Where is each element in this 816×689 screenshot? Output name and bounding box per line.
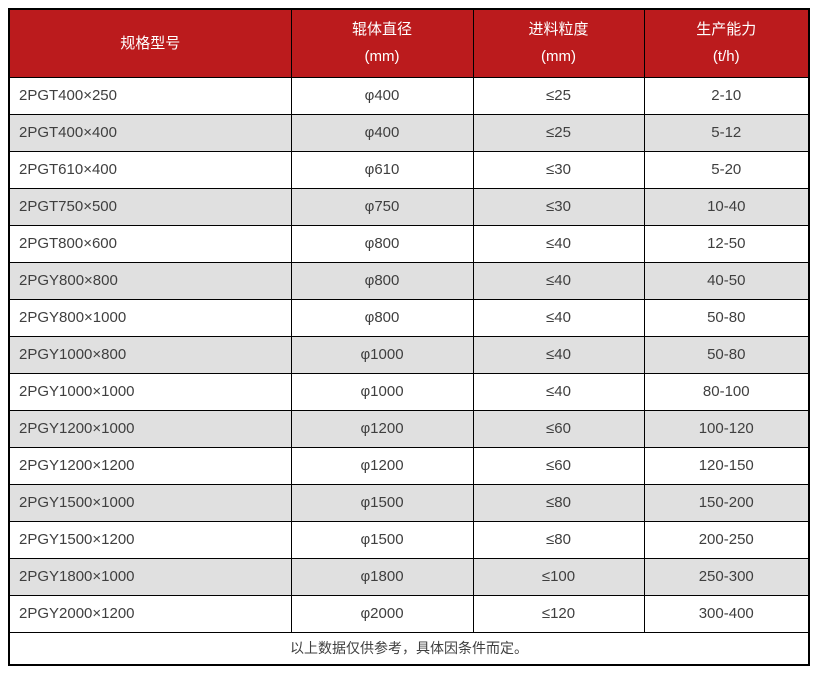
model-cell: 2PGY1200×1200 bbox=[8, 446, 292, 485]
model-cell: 2PGY1500×1000 bbox=[8, 483, 292, 522]
feed-size-cell: ≤25 bbox=[472, 113, 645, 152]
model-cell: 2PGY1800×1000 bbox=[8, 557, 292, 596]
feed-size-cell: ≤80 bbox=[472, 520, 645, 559]
roller-diameter-cell: φ800 bbox=[290, 224, 474, 263]
table-footnote-row: 以上数据仅供参考，具体因条件而定。 bbox=[8, 631, 810, 666]
roller-diameter-cell: φ1500 bbox=[290, 520, 474, 559]
model-cell: 2PGY2000×1200 bbox=[8, 594, 292, 633]
feed-size-cell: ≤40 bbox=[472, 261, 645, 300]
roller-diameter-cell: φ610 bbox=[290, 150, 474, 189]
feed-size-cell: ≤40 bbox=[472, 372, 645, 411]
roller-diameter-cell: φ1800 bbox=[290, 557, 474, 596]
feed-size-cell: ≤60 bbox=[472, 409, 645, 448]
table-row: 2PGT800×600 φ800 ≤40 12-50 bbox=[8, 224, 810, 263]
feed-size-cell: ≤40 bbox=[472, 335, 645, 374]
roller-diameter-cell: φ1500 bbox=[290, 483, 474, 522]
header-title: 规格型号 bbox=[120, 34, 181, 52]
roller-diameter-cell: φ1000 bbox=[290, 335, 474, 374]
capacity-cell: 50-80 bbox=[643, 298, 810, 337]
table-row: 2PGY1000×1000 φ1000 ≤40 80-100 bbox=[8, 372, 810, 411]
header-unit: (mm) bbox=[541, 48, 576, 66]
header-cell-capacity: 生产能力 (t/h) bbox=[643, 8, 810, 78]
feed-size-cell: ≤25 bbox=[472, 76, 645, 115]
capacity-cell: 80-100 bbox=[643, 372, 810, 411]
roller-diameter-cell: φ1200 bbox=[290, 409, 474, 448]
table-footnote: 以上数据仅供参考，具体因条件而定。 bbox=[8, 631, 810, 666]
capacity-cell: 200-250 bbox=[643, 520, 810, 559]
feed-size-cell: ≤120 bbox=[472, 594, 645, 633]
model-cell: 2PGT800×600 bbox=[8, 224, 292, 263]
table-body: 2PGT400×250 φ400 ≤25 2-10 2PGT400×400 φ4… bbox=[8, 76, 810, 633]
roller-diameter-cell: φ400 bbox=[290, 113, 474, 152]
model-cell: 2PGY1200×1000 bbox=[8, 409, 292, 448]
roller-diameter-cell: φ1200 bbox=[290, 446, 474, 485]
roller-diameter-cell: φ750 bbox=[290, 187, 474, 226]
feed-size-cell: ≤100 bbox=[472, 557, 645, 596]
roller-diameter-cell: φ1000 bbox=[290, 372, 474, 411]
feed-size-cell: ≤60 bbox=[472, 446, 645, 485]
table-row: 2PGY1500×1200 φ1500 ≤80 200-250 bbox=[8, 520, 810, 559]
header-title: 辊体直径 bbox=[351, 21, 412, 39]
table-row: 2PGY2000×1200 φ2000 ≤120 300-400 bbox=[8, 594, 810, 633]
header-cell-model: 规格型号 bbox=[8, 8, 292, 78]
header-unit: (mm) bbox=[364, 48, 400, 66]
feed-size-cell: ≤40 bbox=[472, 298, 645, 337]
capacity-cell: 300-400 bbox=[643, 594, 810, 633]
spec-table: 规格型号 辊体直径 (mm) 进料粒度 (mm) 生产能力 (t/h) 2PGT… bbox=[8, 8, 810, 666]
table-row: 2PGY1500×1000 φ1500 ≤80 150-200 bbox=[8, 483, 810, 522]
capacity-cell: 50-80 bbox=[643, 335, 810, 374]
model-cell: 2PGT610×400 bbox=[8, 150, 292, 189]
table-row: 2PGT400×250 φ400 ≤25 2-10 bbox=[8, 76, 810, 115]
feed-size-cell: ≤40 bbox=[472, 224, 645, 263]
model-cell: 2PGY800×1000 bbox=[8, 298, 292, 337]
model-cell: 2PGY1000×1000 bbox=[8, 372, 292, 411]
model-cell: 2PGY1000×800 bbox=[8, 335, 292, 374]
table-row: 2PGY800×800 φ800 ≤40 40-50 bbox=[8, 261, 810, 300]
capacity-cell: 5-20 bbox=[643, 150, 810, 189]
header-title: 生产能力 bbox=[696, 21, 757, 39]
model-cell: 2PGT400×400 bbox=[8, 113, 292, 152]
capacity-cell: 2-10 bbox=[643, 76, 810, 115]
roller-diameter-cell: φ400 bbox=[290, 76, 474, 115]
capacity-cell: 250-300 bbox=[643, 557, 810, 596]
table-row: 2PGT610×400 φ610 ≤30 5-20 bbox=[8, 150, 810, 189]
table-row: 2PGY1000×800 φ1000 ≤40 50-80 bbox=[8, 335, 810, 374]
capacity-cell: 10-40 bbox=[643, 187, 810, 226]
capacity-cell: 12-50 bbox=[643, 224, 810, 263]
capacity-cell: 5-12 bbox=[643, 113, 810, 152]
table-row: 2PGT400×400 φ400 ≤25 5-12 bbox=[8, 113, 810, 152]
table-row: 2PGY1800×1000 φ1800 ≤100 250-300 bbox=[8, 557, 810, 596]
header-cell-roller-diameter: 辊体直径 (mm) bbox=[290, 8, 474, 78]
feed-size-cell: ≤80 bbox=[472, 483, 645, 522]
table-row: 2PGT750×500 φ750 ≤30 10-40 bbox=[8, 187, 810, 226]
table-row: 2PGY1200×1000 φ1200 ≤60 100-120 bbox=[8, 409, 810, 448]
feed-size-cell: ≤30 bbox=[472, 187, 645, 226]
capacity-cell: 150-200 bbox=[643, 483, 810, 522]
roller-diameter-cell: φ800 bbox=[290, 298, 474, 337]
model-cell: 2PGT400×250 bbox=[8, 76, 292, 115]
header-title: 进料粒度 bbox=[528, 21, 589, 39]
table-header-row: 规格型号 辊体直径 (mm) 进料粒度 (mm) 生产能力 (t/h) bbox=[8, 8, 810, 78]
model-cell: 2PGT750×500 bbox=[8, 187, 292, 226]
model-cell: 2PGY800×800 bbox=[8, 261, 292, 300]
header-cell-feed-size: 进料粒度 (mm) bbox=[472, 8, 645, 78]
roller-diameter-cell: φ2000 bbox=[290, 594, 474, 633]
capacity-cell: 40-50 bbox=[643, 261, 810, 300]
roller-diameter-cell: φ800 bbox=[290, 261, 474, 300]
header-unit: (t/h) bbox=[712, 48, 740, 66]
capacity-cell: 120-150 bbox=[643, 446, 810, 485]
model-cell: 2PGY1500×1200 bbox=[8, 520, 292, 559]
table-row: 2PGY800×1000 φ800 ≤40 50-80 bbox=[8, 298, 810, 337]
feed-size-cell: ≤30 bbox=[472, 150, 645, 189]
capacity-cell: 100-120 bbox=[643, 409, 810, 448]
table-row: 2PGY1200×1200 φ1200 ≤60 120-150 bbox=[8, 446, 810, 485]
